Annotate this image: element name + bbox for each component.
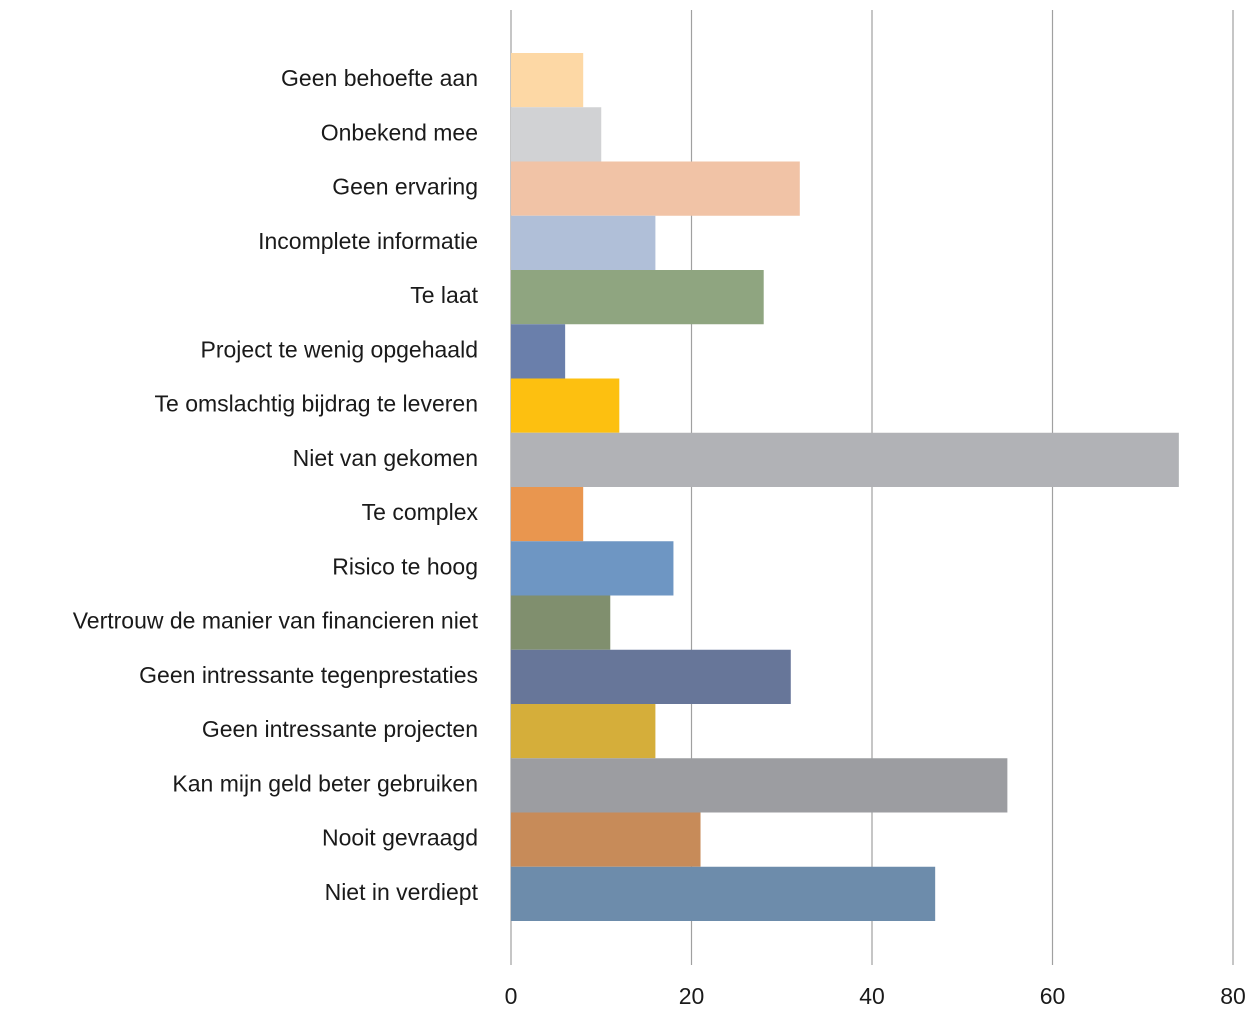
y-tick-label: Incomplete informatie	[258, 228, 478, 254]
bar	[511, 324, 566, 379]
x-tick-label: 40	[859, 983, 885, 1009]
bar	[511, 595, 611, 650]
x-tick-label: 0	[505, 983, 518, 1009]
y-tick-label: Niet van gekomen	[293, 445, 478, 471]
y-tick-label: Kan mijn geld beter gebruiken	[172, 770, 478, 796]
bar	[511, 107, 602, 162]
bar	[511, 541, 674, 596]
y-tick-label: Project te wenig opgehaald	[201, 336, 478, 362]
y-tick-label: Te complex	[362, 499, 479, 525]
x-tick-label: 80	[1220, 983, 1246, 1009]
bar	[511, 487, 584, 542]
y-tick-label: Risico te hoog	[332, 553, 478, 579]
bar	[511, 812, 701, 867]
bar	[511, 758, 1008, 813]
bar	[511, 378, 620, 433]
bar	[511, 649, 791, 704]
y-tick-label: Niet in verdiept	[325, 879, 479, 905]
y-tick-label: Te laat	[410, 282, 478, 308]
bar	[511, 432, 1179, 487]
bar	[511, 215, 656, 270]
bar	[511, 704, 656, 759]
y-tick-label: Vertrouw de manier van financieren niet	[73, 608, 479, 634]
y-tick-label: Geen behoefte aan	[281, 65, 478, 91]
x-tick-label: 20	[679, 983, 705, 1009]
bar	[511, 161, 800, 216]
y-tick-label: Geen ervaring	[332, 174, 478, 200]
y-tick-label: Nooit gevraagd	[322, 825, 478, 851]
y-tick-label: Geen intressante projecten	[202, 716, 478, 742]
x-tick-label: 60	[1040, 983, 1066, 1009]
bar	[511, 53, 584, 108]
bar	[511, 270, 764, 325]
y-tick-label: Te omslachtig bijdrag te leveren	[155, 391, 478, 417]
y-tick-label: Geen intressante tegenprestaties	[139, 662, 478, 688]
bar	[511, 866, 936, 921]
y-tick-label: Onbekend mee	[321, 119, 478, 145]
